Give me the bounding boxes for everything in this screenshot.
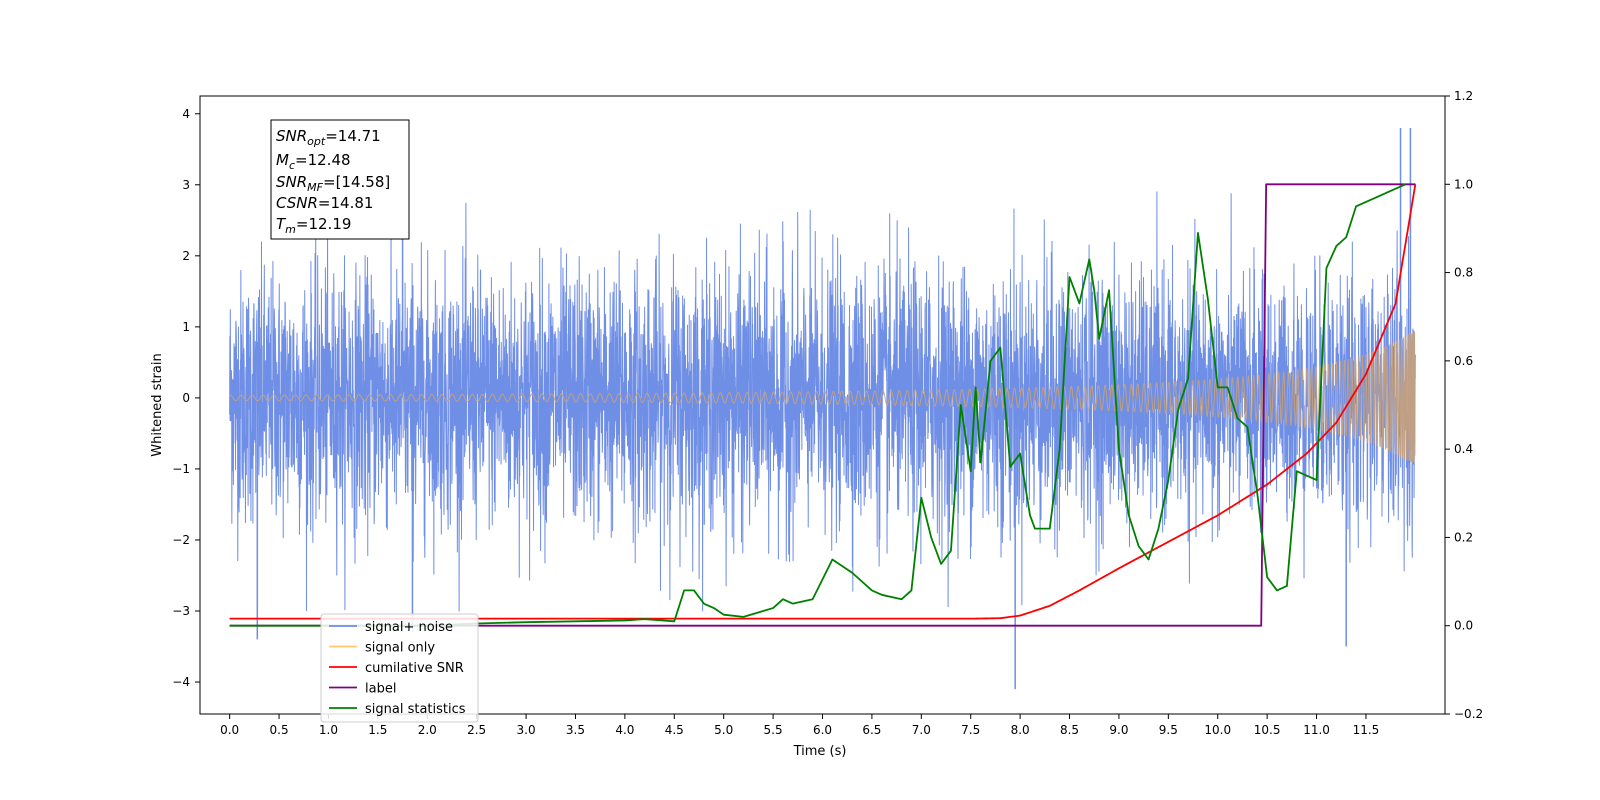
- x-tick-label: 9.0: [1109, 723, 1128, 737]
- annotation-value: =14.71: [325, 127, 381, 145]
- y-right-tick-label: 0.4: [1454, 442, 1473, 456]
- label-line: [229, 183, 1416, 627]
- annotation-symbol: M: [276, 151, 289, 169]
- legend-label-stats: signal statistics: [365, 702, 466, 717]
- y-right-tick-label: 0.8: [1454, 266, 1473, 280]
- x-tick-label: 0.5: [270, 723, 289, 737]
- annotation-line: SNRopt=14.71: [276, 127, 381, 148]
- y-axis-title: Whitened strain: [150, 353, 165, 456]
- signal-only-series: [229, 330, 1416, 465]
- legend-label-signal: signal only: [365, 641, 435, 656]
- y-left-tick-label: −1: [172, 462, 190, 476]
- x-tick-label: 5.0: [714, 723, 733, 737]
- y-left-tick-label: 0: [182, 391, 190, 405]
- annotation-value: =12.19: [296, 215, 352, 233]
- annotation-line: CSNR=14.81: [276, 194, 373, 212]
- x-tick-label: 2.5: [467, 723, 486, 737]
- annotation-symbol: SNR: [276, 127, 307, 145]
- x-tick-label: 11.5: [1353, 723, 1380, 737]
- y-left-tick-label: −2: [172, 533, 190, 547]
- x-tick-label: 6.0: [813, 723, 832, 737]
- annotation-value: =[14.58]: [323, 173, 390, 191]
- signal-only-trace: [229, 330, 1416, 465]
- y-left-tick-label: −3: [172, 604, 190, 618]
- metrics-annotation-box: SNRopt=14.71Mc=12.48SNRMF=[14.58]CSNR=14…: [270, 119, 410, 240]
- x-axis-title: Time (s): [793, 744, 847, 759]
- legend: signal+ noise signal only cumilative SNR la…: [320, 613, 479, 723]
- annotation-subscript: c: [289, 159, 295, 172]
- x-tick-label: 1.0: [319, 723, 338, 737]
- x-tick-label: 4.0: [615, 723, 634, 737]
- x-tick-label: 8.0: [1011, 723, 1030, 737]
- x-tick-label: 2.0: [418, 723, 437, 737]
- x-tick-label: 7.5: [961, 723, 980, 737]
- x-tick-label: 10.0: [1204, 723, 1231, 737]
- annotation-value: =12.48: [295, 151, 351, 169]
- annotation-subscript: opt: [307, 135, 326, 148]
- annotation-symbol: SNR: [276, 173, 307, 191]
- annotation-frame: [270, 119, 410, 240]
- y-left-tick-label: 4: [182, 107, 190, 121]
- x-tick-label: 0.0: [220, 723, 239, 737]
- y-right-tick-label: −0.2: [1454, 707, 1483, 721]
- y-left-tick-label: 2: [182, 249, 190, 263]
- x-tick-label: 4.5: [665, 723, 684, 737]
- legend-label-noise: signal+ noise: [365, 620, 453, 635]
- x-tick-label: 11.0: [1303, 723, 1330, 737]
- annotation-symbol: CSNR: [276, 194, 318, 212]
- legend-label-cumulative: cumilative SNR: [365, 661, 464, 676]
- annotation-line: Mc=12.48: [276, 151, 351, 172]
- y-right-tick-label: 0.2: [1454, 530, 1473, 544]
- x-tick-label: 10.5: [1254, 723, 1281, 737]
- signal-statistics-line: [229, 183, 1406, 627]
- x-axis: 0.0 0.5 1.0 1.5 2.0 2.5 3.0 3.5 4.0 4.5 5.0 5.5 6.0 6…: [220, 714, 1379, 737]
- legend-label-label: label: [365, 682, 396, 697]
- x-tick-label: 3.0: [517, 723, 536, 737]
- annotation-line: Tm=12.19: [276, 215, 351, 236]
- y-right-tick-label: 0.6: [1454, 354, 1473, 368]
- annotation-subscript: MF: [307, 181, 323, 194]
- y-axis-left: −4 −3 −2 −1 0 1 2 3 4: [172, 107, 200, 689]
- y-right-tick-label: 1.0: [1454, 177, 1473, 191]
- legend-frame: [320, 613, 479, 723]
- x-tick-label: 6.5: [862, 723, 881, 737]
- x-tick-label: 5.5: [764, 723, 783, 737]
- annotation-line: SNRMF=[14.58]: [276, 173, 390, 194]
- x-tick-label: 3.5: [566, 723, 585, 737]
- annotation-subscript: m: [285, 223, 296, 236]
- x-tick-label: 9.5: [1159, 723, 1178, 737]
- x-tick-label: 8.5: [1060, 723, 1079, 737]
- y-axis-right: −0.2 0.0 0.2 0.4 0.6 0.8 1.0 1.2: [1445, 89, 1483, 721]
- annotation-value: =14.81: [318, 194, 374, 212]
- y-left-tick-label: 3: [182, 178, 190, 192]
- y-left-tick-label: 1: [182, 320, 190, 334]
- x-tick-label: 1.5: [368, 723, 387, 737]
- x-tick-label: 7.0: [912, 723, 931, 737]
- y-right-tick-label: 1.2: [1454, 89, 1473, 103]
- y-left-tick-label: −4: [172, 675, 190, 689]
- annotation-symbol: T: [276, 215, 287, 233]
- y-right-tick-label: 0.0: [1454, 619, 1473, 633]
